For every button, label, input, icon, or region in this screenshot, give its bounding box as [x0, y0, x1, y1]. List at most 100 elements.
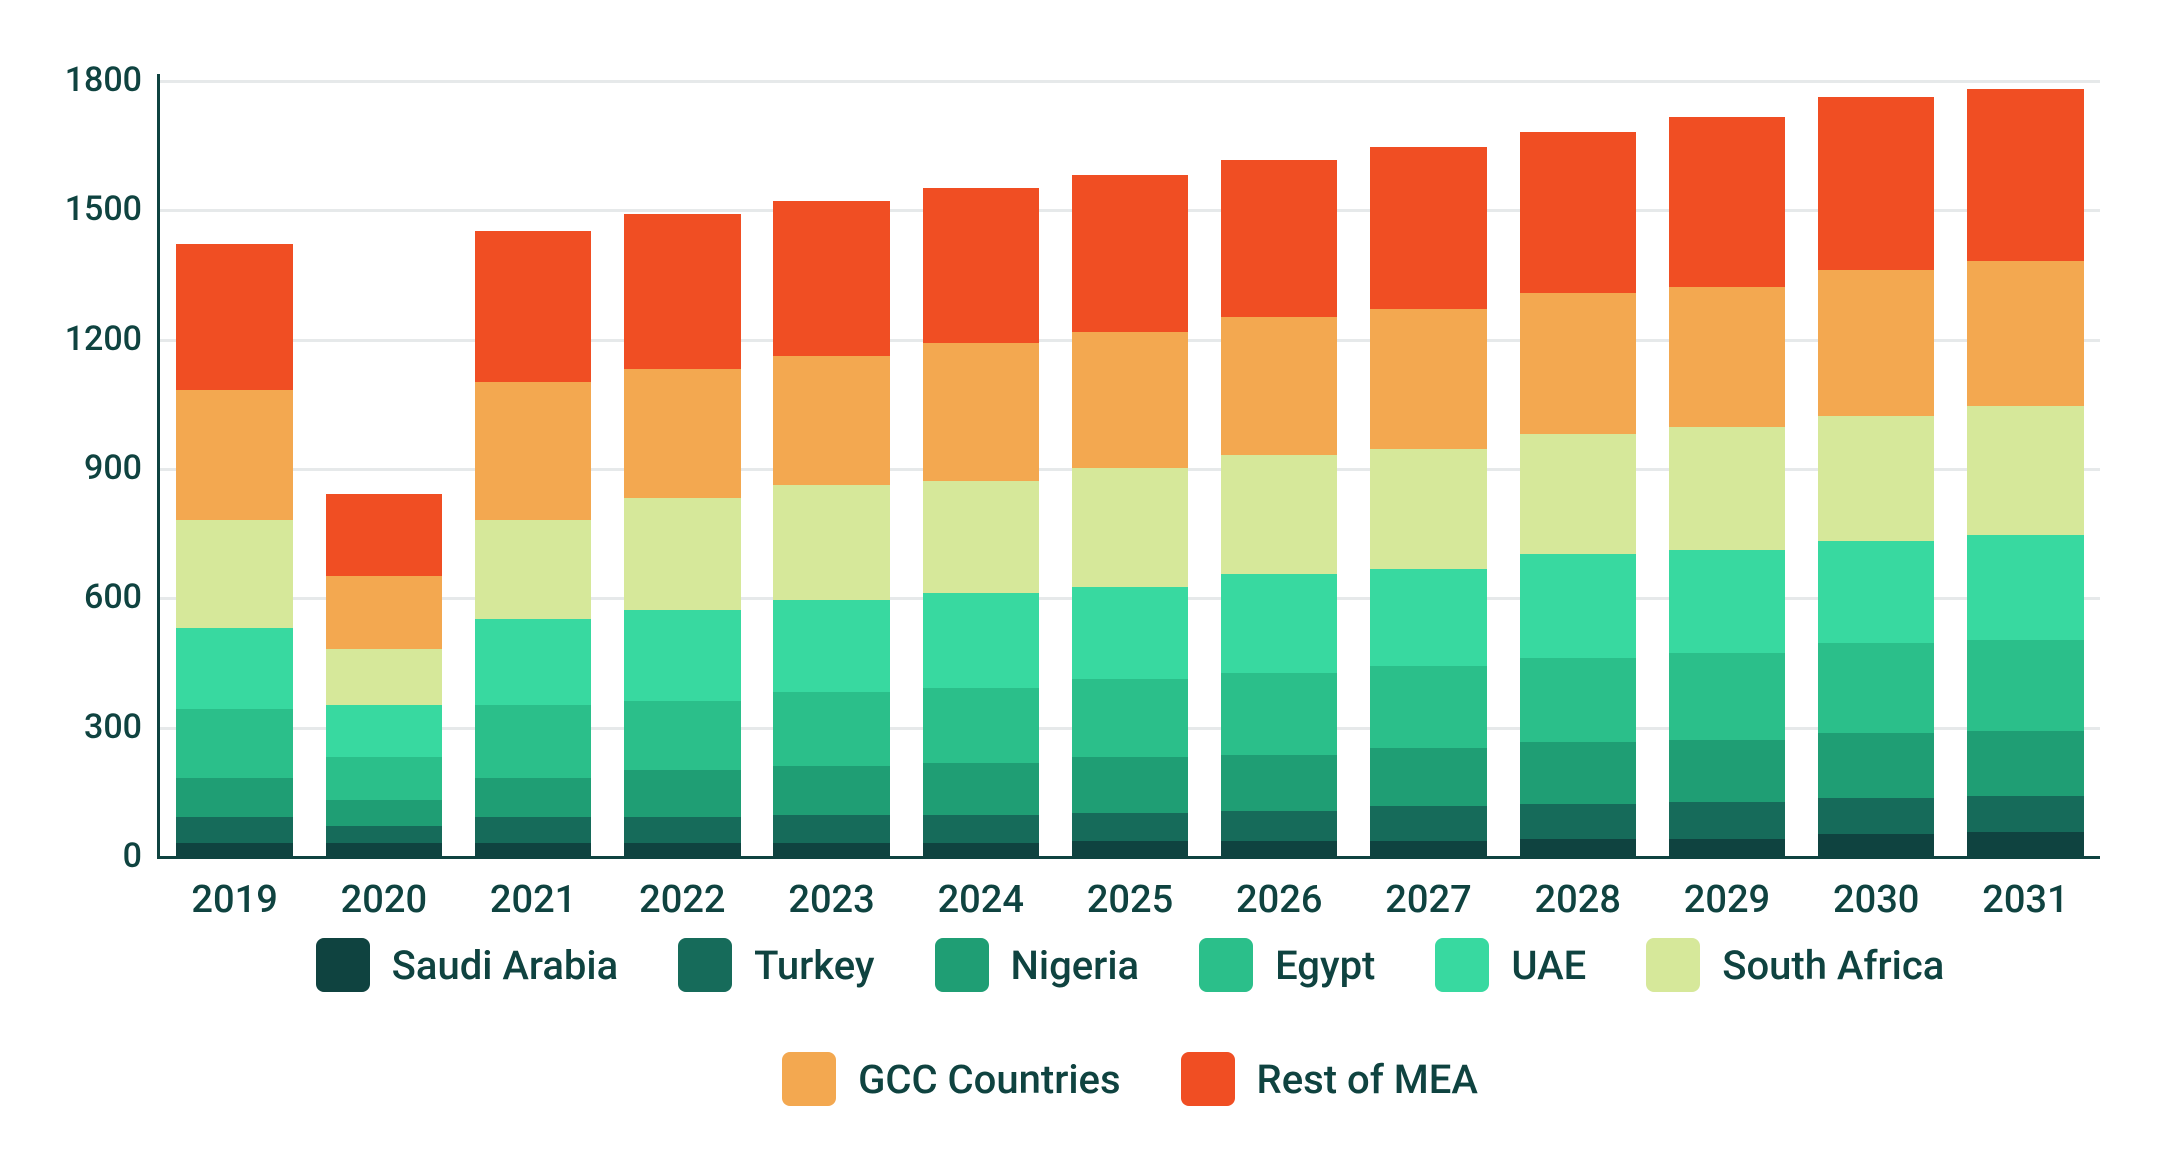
x-axis-line — [157, 856, 2100, 859]
x-tick-label: 2030 — [1833, 856, 1919, 922]
bar-segment — [1520, 804, 1636, 838]
bar — [1967, 80, 2083, 856]
bar-segment — [1520, 658, 1636, 742]
legend-item: GCC Countries — [782, 1052, 1120, 1106]
bar-segment — [1370, 147, 1486, 309]
legend-swatch — [1646, 938, 1700, 992]
bar-segment — [923, 593, 1039, 688]
bar-slot: 2021 — [458, 80, 607, 856]
bar-segment — [1967, 535, 2083, 641]
bar-segment — [773, 843, 889, 856]
bar-segment — [773, 600, 889, 693]
legend-label: South Africa — [1722, 942, 1944, 989]
x-tick-label: 2025 — [1087, 856, 1173, 922]
bar-segment — [176, 628, 292, 710]
bar-segment — [1669, 653, 1785, 739]
legend-item: Egypt — [1199, 938, 1375, 992]
legend-swatch — [935, 938, 989, 992]
legend-swatch — [782, 1052, 836, 1106]
x-tick-label: 2024 — [938, 856, 1024, 922]
bar-segment — [1370, 748, 1486, 806]
bar-segment — [1669, 550, 1785, 653]
bar — [624, 80, 740, 856]
x-tick-label: 2020 — [341, 856, 427, 922]
bar-segment — [1221, 841, 1337, 856]
legend-swatch — [1181, 1052, 1235, 1106]
x-tick-label: 2027 — [1385, 856, 1471, 922]
bar-slot: 2027 — [1354, 80, 1503, 856]
bar-segment — [176, 817, 292, 843]
bar-segment — [326, 826, 442, 843]
bar-segment — [1520, 132, 1636, 294]
bar-segment — [1967, 261, 2083, 405]
bar — [326, 80, 442, 856]
bar-segment — [1967, 731, 2083, 796]
bar-segment — [923, 843, 1039, 856]
bar-segment — [1370, 309, 1486, 449]
bar-segment — [326, 705, 442, 757]
bar-slot: 2030 — [1802, 80, 1951, 856]
bar-slot: 2026 — [1205, 80, 1354, 856]
bar-segment — [624, 214, 740, 369]
bar-segment — [176, 778, 292, 817]
y-tick-label: 1200 — [65, 319, 160, 359]
bar-segment — [1818, 541, 1934, 642]
bar-segment — [176, 709, 292, 778]
bar — [1072, 80, 1188, 856]
bar-segment — [773, 766, 889, 816]
bar-segment — [1221, 317, 1337, 455]
bar-segment — [1072, 813, 1188, 841]
bar-slot: 2028 — [1503, 80, 1652, 856]
bar-segment — [176, 244, 292, 391]
bar-segment — [1072, 841, 1188, 856]
bar-segment — [1669, 839, 1785, 856]
bar-segment — [475, 817, 591, 843]
legend-item: Nigeria — [935, 938, 1140, 992]
bar-segment — [475, 705, 591, 778]
bar-slot: 2025 — [1055, 80, 1204, 856]
bar-segment — [1072, 757, 1188, 813]
bar-segment — [1520, 839, 1636, 856]
bar-segment — [1967, 89, 2083, 261]
bar-segment — [1221, 755, 1337, 811]
bar-segment — [923, 815, 1039, 843]
x-tick-label: 2026 — [1236, 856, 1322, 922]
bar-segment — [923, 343, 1039, 481]
bar-segment — [1221, 160, 1337, 317]
x-tick-label: 2022 — [639, 856, 725, 922]
legend-label: UAE — [1511, 942, 1586, 989]
x-tick-label: 2023 — [788, 856, 874, 922]
bar-slot: 2024 — [906, 80, 1055, 856]
bar-segment — [1818, 798, 1934, 835]
bar-segment — [1520, 554, 1636, 657]
bar — [1669, 80, 1785, 856]
bar — [1520, 80, 1636, 856]
bar-segment — [326, 649, 442, 705]
legend-label: Egypt — [1275, 942, 1375, 989]
bar-segment — [624, 701, 740, 770]
legend-swatch — [1199, 938, 1253, 992]
bar-segment — [1072, 587, 1188, 680]
legend-label: Saudi Arabia — [392, 942, 618, 989]
bar-segment — [773, 815, 889, 843]
bar-segment — [475, 382, 591, 520]
bar-segment — [773, 692, 889, 765]
bar-segment — [624, 610, 740, 701]
bar-segment — [1818, 643, 1934, 734]
bar-segment — [326, 494, 442, 576]
bar-segment — [1221, 574, 1337, 673]
legend-swatch — [316, 938, 370, 992]
legend-label: Rest of MEA — [1257, 1056, 1478, 1103]
y-tick-label: 1500 — [65, 189, 160, 229]
bar-segment — [1818, 834, 1934, 856]
bar-segment — [1370, 806, 1486, 840]
bar-segment — [773, 201, 889, 356]
bar-segment — [1669, 802, 1785, 839]
y-tick-label: 300 — [84, 707, 160, 747]
bar-segment — [1967, 406, 2083, 535]
y-tick-label: 1800 — [65, 60, 160, 100]
bar-segment — [1967, 832, 2083, 856]
bar-segment — [1072, 175, 1188, 332]
bar-segment — [1370, 449, 1486, 570]
bar-segment — [475, 843, 591, 856]
